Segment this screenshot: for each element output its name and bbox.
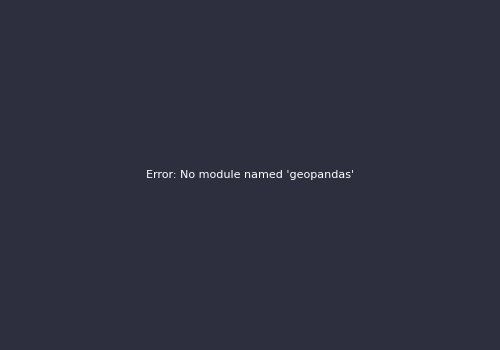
Text: Error: No module named 'geopandas': Error: No module named 'geopandas'	[146, 170, 354, 180]
